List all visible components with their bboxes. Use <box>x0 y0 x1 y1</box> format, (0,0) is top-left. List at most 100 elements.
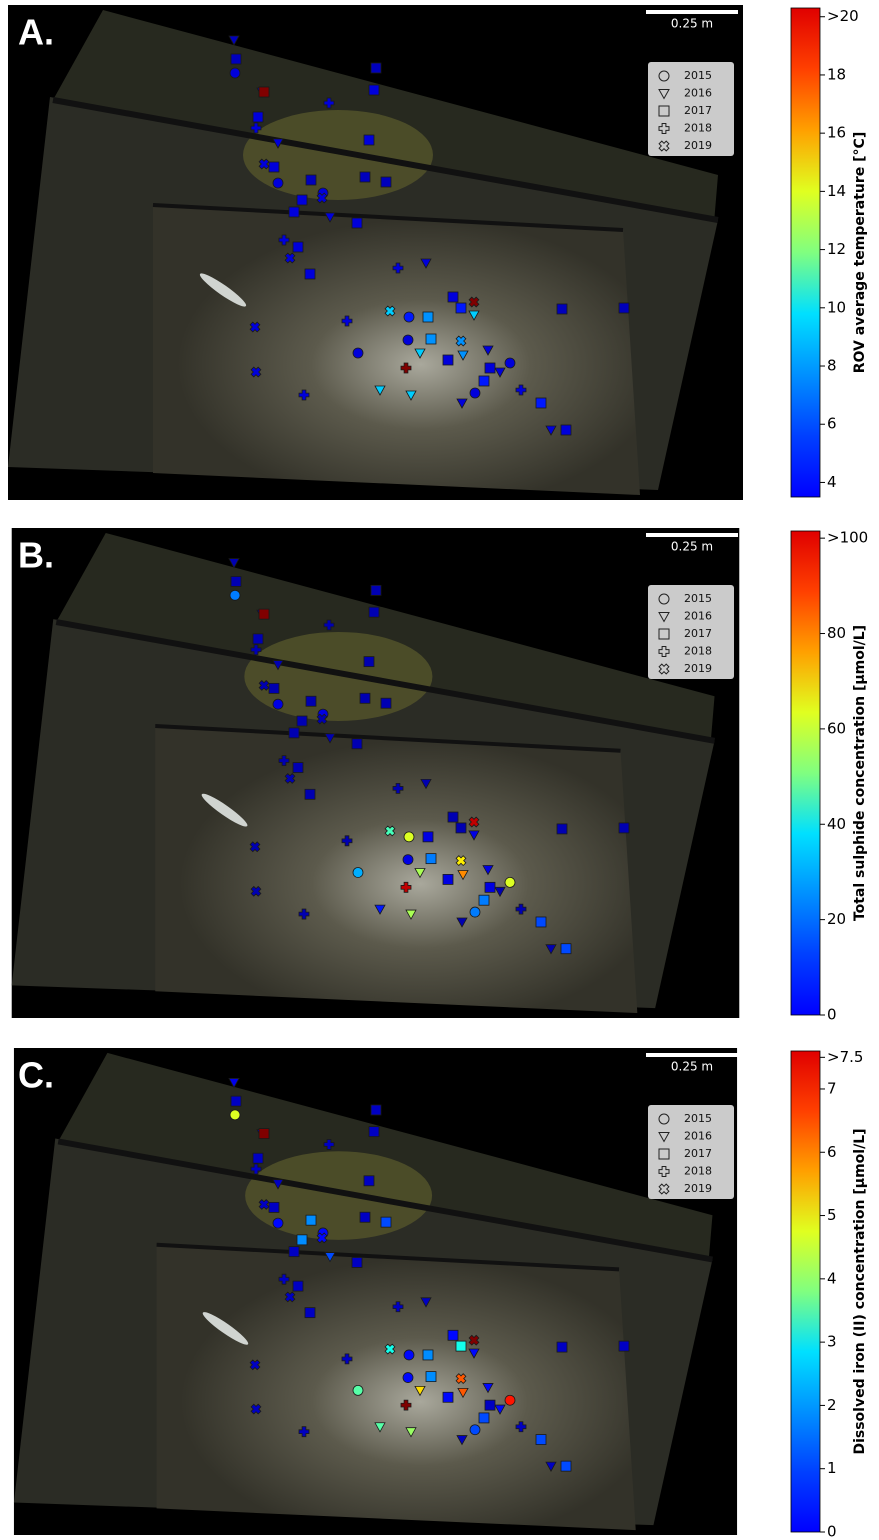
colorbar-tick-label: 0 <box>827 1006 837 1024</box>
marker <box>423 1350 433 1360</box>
marker <box>448 812 458 822</box>
legend-label: 2017 <box>684 1147 712 1160</box>
colorbar-tick-label: 5 <box>827 1206 837 1224</box>
marker <box>230 68 240 78</box>
marker <box>505 877 515 887</box>
marker <box>485 1400 495 1410</box>
marker <box>371 585 381 595</box>
marker <box>423 312 433 322</box>
marker <box>360 172 370 182</box>
colorbar-tick-label: 16 <box>827 124 846 142</box>
legend-label: 2015 <box>684 69 712 82</box>
colorbar-tick-label: 20 <box>827 910 846 928</box>
marker <box>293 242 303 252</box>
colorbar <box>791 1051 820 1532</box>
marker <box>253 634 263 644</box>
marker <box>353 348 363 358</box>
marker <box>456 823 466 833</box>
marker <box>505 358 515 368</box>
marker <box>369 1127 379 1137</box>
marker <box>306 175 316 185</box>
legend-label: 2018 <box>684 645 712 658</box>
marker <box>426 1372 436 1382</box>
panel-label: B. <box>18 535 54 576</box>
panel: B. 0.25 m 2015 2016 2017 2018 2019 <box>12 528 740 1018</box>
marker <box>557 304 567 314</box>
marker <box>297 195 307 205</box>
marker <box>423 832 433 842</box>
legend-label: 2015 <box>684 592 712 605</box>
legend-label: 2019 <box>684 139 712 152</box>
marker <box>448 1330 458 1340</box>
marker <box>448 292 458 302</box>
marker <box>443 355 453 365</box>
photo-mosaic <box>8 5 743 500</box>
colorbar-label: Dissolved iron (II) concentration [µmol/… <box>852 1128 868 1454</box>
figure: A.0.25 m20152016201720182019468101214161… <box>0 0 879 1540</box>
marker <box>293 763 303 773</box>
marker <box>619 823 629 833</box>
marker <box>259 87 269 97</box>
marker <box>259 1129 269 1139</box>
legend-label: 2016 <box>684 1130 712 1143</box>
colorbar-tick-label: 12 <box>827 240 846 258</box>
marker <box>269 162 279 172</box>
marker <box>619 303 629 313</box>
marker <box>231 54 241 64</box>
marker <box>456 303 466 313</box>
marker <box>485 363 495 373</box>
marker <box>253 1153 263 1163</box>
colorbar-tick-label: 10 <box>827 298 846 316</box>
marker <box>259 609 269 619</box>
marker <box>536 398 546 408</box>
marker <box>360 693 370 703</box>
colorbar-tick-label: 6 <box>827 415 837 433</box>
colorbar-label: Total sulphide concentration [µmol/L] <box>852 625 868 921</box>
marker <box>403 855 413 865</box>
marker <box>371 63 381 73</box>
marker <box>352 218 362 228</box>
marker <box>353 1385 363 1395</box>
colorbar-tick-label: 40 <box>827 815 846 833</box>
marker <box>426 334 436 344</box>
marker <box>557 1342 567 1352</box>
colorbar-label: ROV average temperature [°C] <box>852 132 868 373</box>
marker <box>230 1110 240 1120</box>
scale-bar-label: 0.25 m <box>671 540 713 554</box>
photo-mosaic <box>12 528 740 1018</box>
legend-label: 2019 <box>684 1182 712 1195</box>
marker <box>381 177 391 187</box>
marker <box>293 1281 303 1291</box>
marker <box>305 269 315 279</box>
legend-label: 2017 <box>684 104 712 117</box>
marker <box>485 882 495 892</box>
marker <box>352 739 362 749</box>
marker <box>371 1105 381 1115</box>
legend: 2015 2016 2017 2018 2019 <box>648 585 734 679</box>
legend-label: 2017 <box>684 627 712 640</box>
legend-label: 2016 <box>684 610 712 623</box>
colorbar-tick-label: 4 <box>827 473 837 491</box>
marker <box>426 854 436 864</box>
marker <box>369 607 379 617</box>
marker <box>297 1235 307 1245</box>
legend-label: 2019 <box>684 662 712 675</box>
colorbar-tick-label: 4 <box>827 1269 837 1287</box>
marker <box>297 716 307 726</box>
marker <box>305 789 315 799</box>
colorbar-tick-label: 1 <box>827 1459 837 1477</box>
panel-label: C. <box>18 1055 54 1096</box>
marker <box>404 832 414 842</box>
marker <box>536 1435 546 1445</box>
marker <box>269 1202 279 1212</box>
scale-bar-label: 0.25 m <box>671 1060 713 1074</box>
panel: C.0.25 m20152016201720182019 <box>14 1048 738 1535</box>
marker <box>456 1341 466 1351</box>
colorbar-tick-label: 8 <box>827 357 837 375</box>
legend-label: 2018 <box>684 1165 712 1178</box>
colorbar-tick-label: >100 <box>827 529 868 547</box>
marker <box>360 1212 370 1222</box>
marker <box>479 1413 489 1423</box>
marker <box>231 1096 241 1106</box>
